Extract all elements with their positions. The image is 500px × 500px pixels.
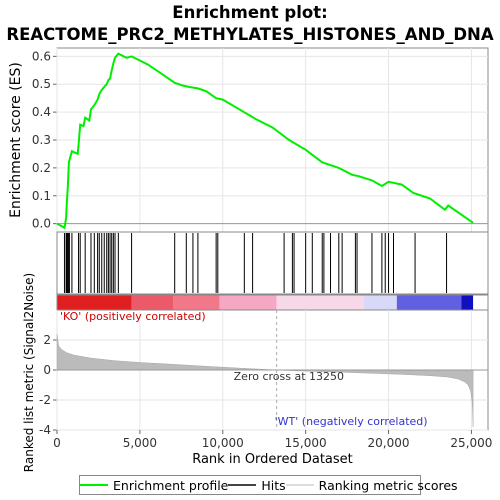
es-ylabel: Enrichment score (ES)	[8, 62, 24, 218]
legend-swatch-ranking	[285, 484, 314, 486]
legend-item-hits: Hits	[228, 477, 286, 493]
hits-panel	[56, 231, 489, 295]
title-line-1: Enrichment plot:	[172, 3, 328, 22]
es-tick-label: 0.4	[32, 105, 51, 119]
zero-cross-label: Zero cross at 13250	[234, 370, 344, 383]
x-tick-label: 25,000	[450, 436, 492, 450]
es-tick-label: 0.0	[32, 217, 51, 231]
enrichment-profile-line	[56, 52, 474, 230]
legend-label-ranking: Ranking metric scores	[318, 477, 458, 493]
ranking-color-bar-segment	[173, 295, 220, 310]
legend-item-enrichment-profile: Enrichment profile	[80, 478, 228, 493]
x-tick-label: 15,000	[285, 436, 327, 450]
es-tick-label: 0.6	[32, 49, 51, 63]
metric-tick-label: -4	[39, 423, 51, 437]
ranking-color-bar-segment	[131, 295, 174, 310]
x-tick-label: 20,000	[368, 436, 410, 450]
metric-tick-label: -2	[39, 393, 51, 407]
es-tick-label: 0.2	[32, 161, 51, 175]
ranking-metric-area	[56, 333, 474, 428]
legend-item-ranking-metric: Ranking metric scores	[285, 477, 458, 493]
ranking-color-bar-segment	[396, 295, 462, 310]
legend-label-hits: Hits	[261, 477, 286, 493]
positive-label: 'KO' (positively correlated)	[60, 310, 206, 323]
es-tick-label: 0.1	[32, 189, 51, 203]
metric-ylabel: Ranked list metric (Signal2Noise)	[22, 273, 36, 472]
legend-label-enrichment: Enrichment profile	[113, 477, 229, 493]
es-tick-label: 0.3	[32, 133, 51, 147]
metric-tick-label: 0	[43, 363, 51, 377]
x-tick-label: 0	[53, 436, 61, 450]
ranking-color-bar-segment	[219, 295, 277, 310]
legend: Enrichment profile Hits Ranking metric s…	[79, 475, 458, 495]
legend-swatch-enrichment	[80, 484, 108, 486]
metric-tick-label: 2	[43, 333, 51, 347]
negative-label: 'WT' (negatively correlated)	[275, 415, 428, 428]
es-tick-label: 0.5	[32, 77, 51, 91]
ranking-color-bar-segment	[363, 295, 397, 310]
x-tick-label: 5,000	[123, 436, 157, 450]
x-axis-label: Rank in Ordered Dataset	[192, 452, 353, 467]
ranking-color-bar-segment	[461, 295, 474, 310]
legend-swatch-hits	[228, 484, 257, 486]
x-tick-label: 10,000	[202, 436, 244, 450]
ranking-color-bar-segment	[57, 295, 132, 310]
ranking-color-bar-segment	[276, 295, 364, 310]
title-line-2: REACTOME_PRC2_METHYLATES_HISTONES_AND_DN…	[6, 25, 494, 44]
